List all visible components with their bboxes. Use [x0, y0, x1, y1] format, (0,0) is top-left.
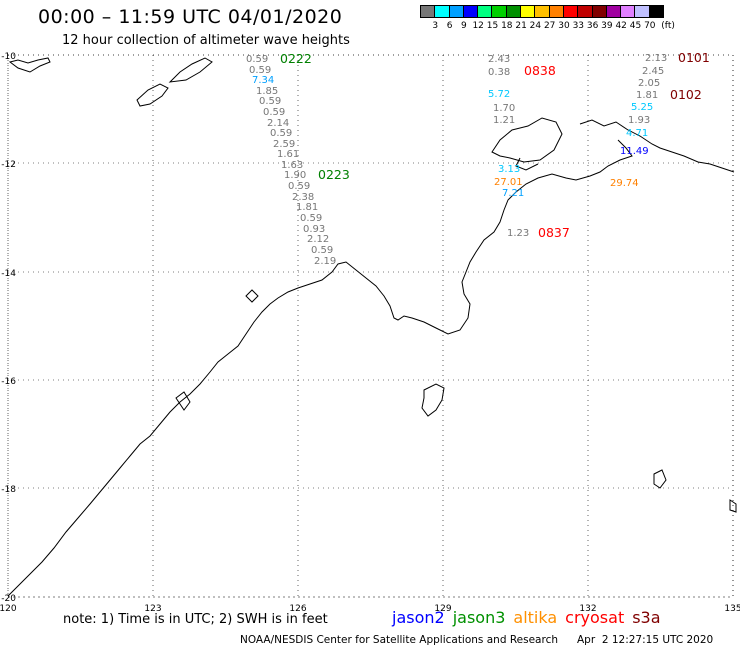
wave-height-value: 1.90 — [284, 170, 306, 181]
latitude-label: -14 — [1, 269, 16, 279]
longitude-label: 123 — [144, 604, 161, 614]
wave-height-value: 2.14 — [267, 118, 289, 129]
wave-height-value: 1.63 — [281, 160, 303, 171]
wave-height-value: 0.59 — [259, 96, 281, 107]
wave-height-value: 7.21 — [502, 188, 524, 199]
scale-label: (ft) — [661, 21, 675, 31]
wave-height-value: 2.45 — [642, 66, 664, 77]
wave-height-value: 1.61 — [277, 149, 299, 160]
longitude-label: 129 — [434, 604, 451, 614]
longitude-label: 135 — [724, 604, 740, 614]
wave-height-value: 7.34 — [252, 75, 274, 86]
scale-label: 30 — [558, 21, 570, 31]
latitude-label: -20 — [1, 594, 16, 604]
wave-height-value: 5.72 — [488, 89, 510, 100]
satellite-legend-item: altika — [513, 608, 558, 627]
wave-height-value: 0.93 — [303, 224, 325, 235]
scale-label: 21 — [515, 21, 527, 31]
wave-height-value: 2.43 — [488, 54, 510, 65]
wave-height-value: 0.59 — [246, 54, 268, 65]
scale-label: 70 — [644, 21, 656, 31]
wave-height-value: 1.93 — [628, 115, 650, 126]
scale-label: 27 — [543, 21, 556, 31]
scale-label: 42 — [615, 21, 627, 31]
wave-height-value: 4.71 — [626, 128, 648, 139]
wave-height-value: 5.25 — [631, 102, 653, 113]
wave-height-value: 29.74 — [610, 178, 639, 189]
latitude-label: -16 — [1, 377, 16, 387]
wave-height-value: 2.13 — [645, 53, 667, 64]
map-frame — [7, 54, 734, 598]
wave-height-value: 1.70 — [493, 103, 515, 114]
wave-height-value: 0.59 — [300, 213, 322, 224]
scale-label: 24 — [529, 21, 542, 31]
scale-label: 33 — [572, 21, 585, 31]
pass-time-label: 0222 — [280, 51, 312, 66]
scale-label: 45 — [629, 21, 642, 31]
lat-lon-grid: 120 123 126 129 132 135 -10 -12 -14 -16 -18 -20 — [0, 52, 740, 614]
wave-height-value: 0.59 — [249, 65, 271, 76]
longitude-label: 126 — [289, 604, 306, 614]
generation-timestamp: Apr 2 12:27:15 UTC 2020 — [577, 634, 714, 646]
longitude-label: 132 — [579, 604, 596, 614]
wave-height-value: 1.85 — [256, 86, 278, 97]
wave-height-value: 1.81 — [636, 90, 658, 101]
latitude-label: -12 — [1, 160, 16, 170]
map-subtitle: 12 hour collection of altimeter wave hei… — [62, 33, 350, 48]
coastline — [7, 57, 737, 597]
longitude-label: 120 — [0, 604, 17, 614]
wave-height-value: 2.19 — [314, 256, 336, 267]
wave-height-value: 1.21 — [493, 115, 515, 126]
wave-height-value: 27.01 — [494, 177, 523, 188]
wave-height-value: 0.59 — [288, 181, 310, 192]
pass-time-label: 0102 — [670, 87, 702, 102]
wave-height-value: 2.59 — [273, 139, 295, 150]
scale-label: 9 — [461, 21, 467, 31]
wave-height-value: 0.59 — [263, 107, 285, 118]
pass-time-label: 0838 — [524, 63, 556, 78]
wave-height-value: 2.05 — [638, 78, 660, 89]
satellite-legend-item: cryosat — [565, 608, 625, 627]
satellite-legend-item: jason2 — [392, 608, 445, 627]
latitude-label: -10 — [1, 52, 16, 62]
footnote: note: 1) Time is in UTC; 2) SWH is in fe… — [63, 612, 328, 627]
latitude-label: -18 — [1, 485, 16, 495]
scale-label: 36 — [586, 21, 599, 31]
wave-height-value: 2.38 — [292, 192, 314, 203]
wave-height-value: 0.38 — [488, 67, 510, 78]
scale-swatch — [648, 5, 665, 18]
scale-label: 3 — [432, 21, 439, 31]
wave-height-color-scale — [420, 5, 665, 18]
pass-time-label: 0223 — [318, 167, 350, 182]
color-scale-labels: 3 6 9 12 15 18 21 24 27 30 33 36 39 42 45 70 (ft) — [421, 21, 740, 33]
wave-height-value: 0.59 — [270, 128, 292, 139]
scale-label: 18 — [501, 21, 513, 31]
scale-label: 12 — [472, 21, 484, 31]
credit-line: NOAA/NESDIS Center for Satellite Applica… — [240, 634, 558, 646]
wave-height-value: 3.13 — [498, 164, 520, 175]
satellite-legend-item: s3a — [632, 608, 661, 627]
wave-height-value: 2.12 — [307, 234, 329, 245]
wave-height-value: 1.23 — [507, 228, 529, 239]
scale-label: 39 — [601, 21, 613, 31]
wave-height-value: 0.59 — [311, 245, 333, 256]
pass-time-label: 0101 — [678, 50, 710, 65]
pass-time-label: 0837 — [538, 225, 570, 240]
scale-label: 6 — [446, 21, 453, 31]
map-title: 00:00 – 11:59 UTC 04/01/2020 — [38, 6, 343, 28]
satellite-legend: jason2 jason3 altika cryosat s3a — [392, 608, 669, 627]
wave-height-value: 1.81 — [296, 202, 318, 213]
satellite-legend-item: jason3 — [452, 608, 506, 627]
wave-height-value: 11.49 — [620, 146, 649, 157]
scale-label: 15 — [486, 21, 499, 31]
